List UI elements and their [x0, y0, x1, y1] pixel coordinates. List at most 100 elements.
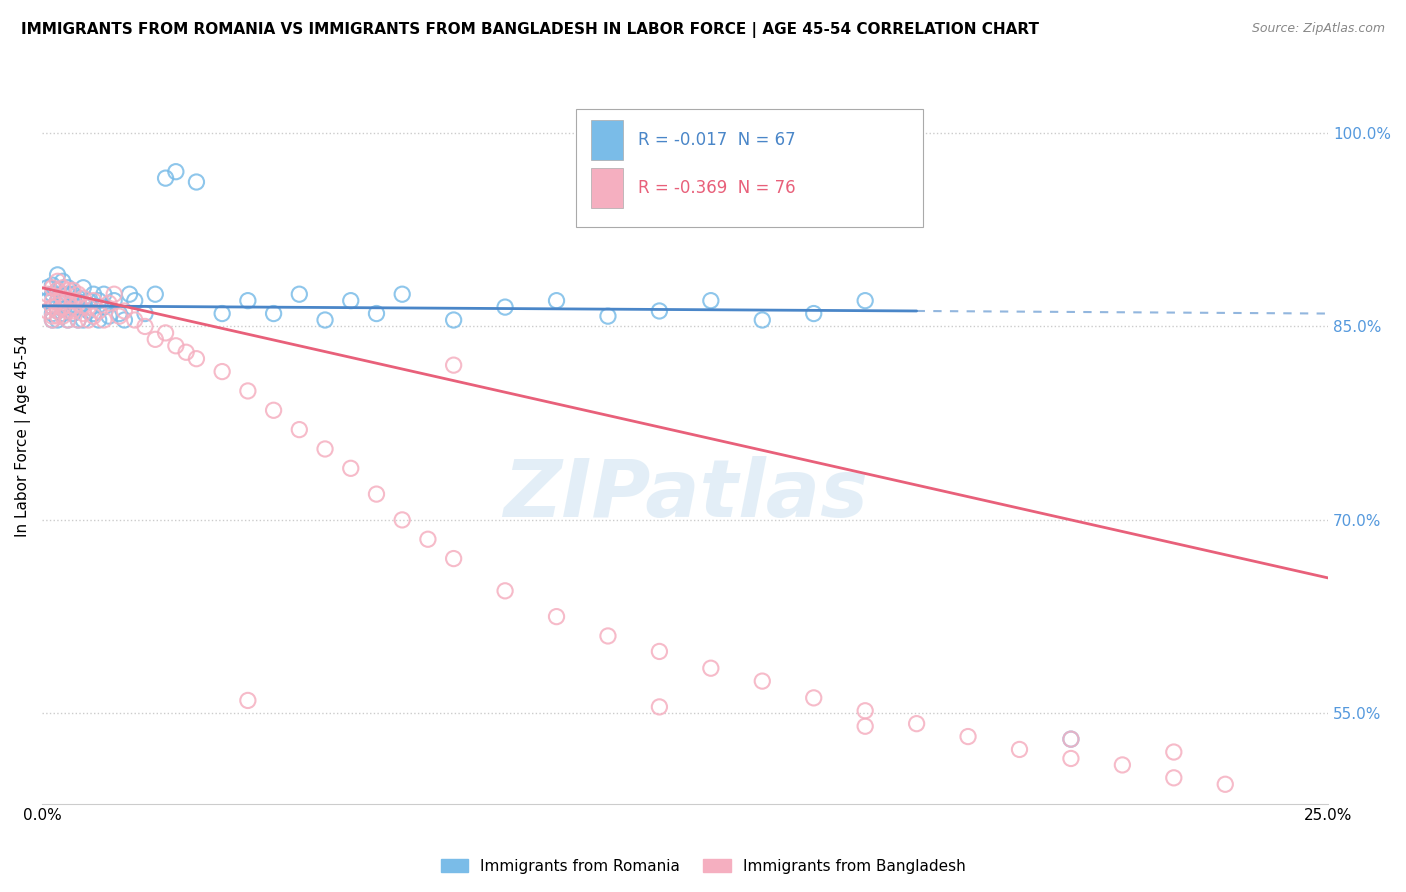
Point [87, 293, 110, 308]
Point [46, 313, 69, 327]
Text: R = -0.017  N = 67: R = -0.017 N = 67 [637, 131, 796, 149]
Point [67, 313, 90, 327]
Point [46, 274, 69, 288]
Point [56, 313, 79, 327]
Point [803, 307, 825, 321]
Point [339, 293, 361, 308]
Point [443, 313, 465, 327]
Point [52, 300, 75, 314]
Point [62, 307, 84, 321]
Point [98, 296, 121, 310]
Point [700, 293, 723, 308]
Point [112, 304, 135, 318]
Point [77, 313, 100, 327]
Point [103, 293, 125, 308]
Point [1163, 745, 1185, 759]
Point [62, 283, 84, 297]
Point [416, 533, 439, 547]
Point [494, 583, 516, 598]
Point [288, 287, 311, 301]
FancyBboxPatch shape [576, 109, 924, 227]
Point [72, 281, 94, 295]
Point [124, 293, 146, 308]
Point [155, 171, 177, 186]
Text: R = -0.369  N = 76: R = -0.369 N = 76 [637, 179, 796, 197]
Point [87, 313, 110, 327]
Point [143, 287, 166, 301]
Point [98, 309, 121, 323]
FancyBboxPatch shape [592, 120, 623, 161]
Point [236, 693, 259, 707]
Point [186, 351, 208, 366]
Point [72, 296, 94, 310]
Point [648, 304, 671, 318]
Point [134, 319, 156, 334]
Point [596, 309, 619, 323]
Point [83, 293, 105, 308]
Text: IMMIGRANTS FROM ROMANIA VS IMMIGRANTS FROM BANGLADESH IN LABOR FORCE | AGE 45-54: IMMIGRANTS FROM ROMANIA VS IMMIGRANTS FR… [21, 22, 1039, 38]
Point [1008, 742, 1031, 756]
Point [211, 307, 233, 321]
Point [103, 287, 125, 301]
Point [366, 487, 388, 501]
Point [41, 313, 63, 327]
Point [46, 293, 69, 308]
Point [751, 674, 773, 689]
Point [1060, 732, 1083, 747]
Point [314, 313, 336, 327]
Text: ZIPatlas: ZIPatlas [502, 456, 868, 534]
Point [236, 293, 259, 308]
Point [52, 291, 75, 305]
Point [1060, 732, 1083, 747]
Point [391, 513, 413, 527]
Point [52, 274, 75, 288]
Point [83, 287, 105, 301]
Point [52, 307, 75, 321]
Y-axis label: In Labor Force | Age 45-54: In Labor Force | Age 45-54 [15, 334, 31, 537]
Point [67, 313, 90, 327]
Point [83, 307, 105, 321]
Point [339, 461, 361, 475]
Point [236, 384, 259, 398]
Point [46, 304, 69, 318]
Legend: Immigrants from Romania, Immigrants from Bangladesh: Immigrants from Romania, Immigrants from… [434, 853, 972, 880]
Point [1060, 751, 1083, 765]
Point [67, 300, 90, 314]
Point [62, 304, 84, 318]
Point [288, 423, 311, 437]
Point [700, 661, 723, 675]
Point [124, 313, 146, 327]
Point [52, 296, 75, 310]
Point [56, 293, 79, 308]
Point [751, 313, 773, 327]
Point [546, 609, 568, 624]
FancyBboxPatch shape [592, 168, 623, 208]
Point [56, 281, 79, 295]
Point [957, 730, 980, 744]
Point [443, 358, 465, 372]
Point [366, 307, 388, 321]
Point [41, 313, 63, 327]
Point [853, 704, 876, 718]
Point [494, 300, 516, 314]
Point [108, 307, 131, 321]
Point [41, 307, 63, 321]
Point [648, 699, 671, 714]
Point [905, 716, 928, 731]
Point [46, 304, 69, 318]
Point [52, 281, 75, 295]
Point [93, 313, 115, 327]
Point [165, 164, 187, 178]
Point [67, 287, 90, 301]
Point [41, 300, 63, 314]
Point [853, 293, 876, 308]
Point [52, 293, 75, 308]
Point [1213, 777, 1236, 791]
Point [1163, 771, 1185, 785]
Point [46, 309, 69, 323]
Point [41, 309, 63, 323]
Point [186, 175, 208, 189]
Point [37, 281, 59, 295]
Point [37, 304, 59, 318]
Point [165, 339, 187, 353]
